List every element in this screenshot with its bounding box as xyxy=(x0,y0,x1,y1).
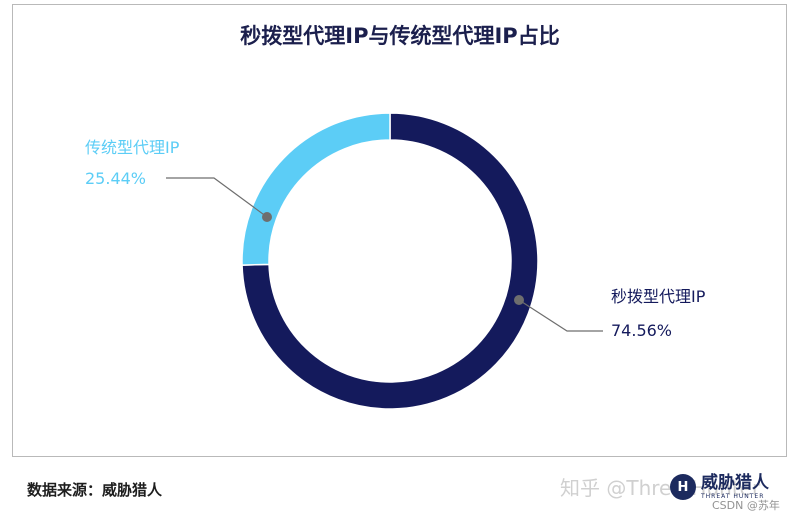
donut-slice-0 xyxy=(241,112,539,410)
chart-frame xyxy=(12,4,787,457)
donut-slices xyxy=(241,112,539,410)
annotation-dot-0 xyxy=(514,295,524,305)
logo-name-en: THREAT HUNTER xyxy=(701,492,765,500)
slice-label-0: 秒拨型代理IP xyxy=(611,287,706,306)
slice-value-1: 25.44% xyxy=(85,169,146,188)
chart-title: 秒拨型代理IP与传统型代理IP占比 xyxy=(240,24,559,48)
leader-line-1 xyxy=(166,177,268,218)
data-source-note: 数据来源：威胁猎人 xyxy=(27,481,163,499)
threat-hunter-logo: H 威胁猎人 THREAT HUNTER xyxy=(670,474,769,500)
annotation-dot-1 xyxy=(262,212,272,222)
logo-name-cn: 威胁猎人 xyxy=(701,472,769,493)
watermark-text: 知乎 @ThreatHunter xyxy=(560,476,761,500)
logo-mark-icon: H xyxy=(670,474,696,500)
slice-value-0: 74.56% xyxy=(611,321,672,340)
credit-watermark: CSDN @苏年 xyxy=(712,499,780,512)
donut-slice-1 xyxy=(241,112,391,266)
leader-line-0 xyxy=(518,299,603,332)
slice-annotations: 秒拨型代理IP 74.56% 传统型代理IP 25.44% xyxy=(85,138,706,340)
slice-label-1: 传统型代理IP xyxy=(85,138,180,157)
